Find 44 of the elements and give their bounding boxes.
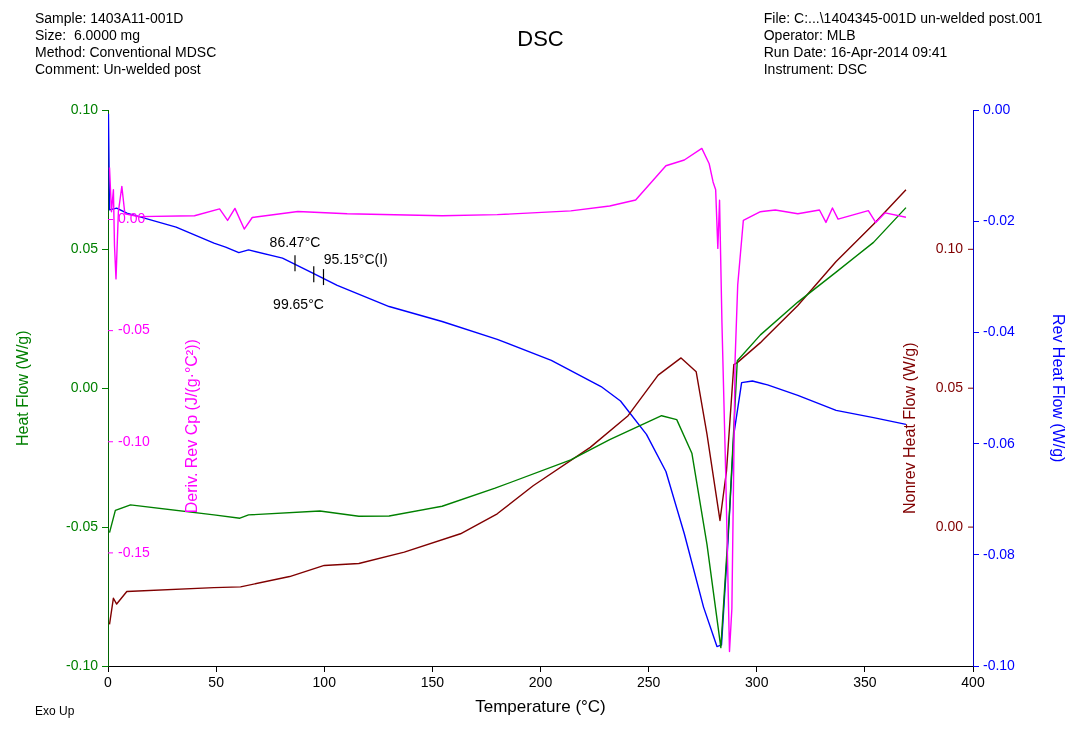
text: Operator: MLB [763,27,857,44]
y3-tick-label: 0.00 [983,101,1011,118]
y-tick-label: -0.05 [118,321,151,338]
text: Size: 6.0000 mg [35,27,142,44]
y3-tick-label: -0.02 [983,212,1016,229]
x-tick-label: 200 [528,674,553,691]
y3-tick-label: -0.06 [983,434,1016,451]
y3-tick-label: -0.10 [983,656,1016,673]
x-axis-title: Temperature (°C) [475,697,606,717]
y-axis-title: Deriv. Rev Cp (J/(g·°C²)) [183,339,201,514]
x-tick-label: 0 [104,674,113,691]
y-tick-label: -0.05 [66,517,99,534]
y2-tick-label: 0.05 [935,379,964,396]
x-tick-label: 400 [961,674,985,691]
y-tick-label: -0.15 [118,543,151,560]
y2-axis-title: Nonrev Heat Flow (W/g) [901,342,919,514]
text: Instrument: DSC [763,61,869,78]
y-tick-label: 0.10 [70,101,99,118]
annotation: 86.47°C [269,234,321,251]
y-tick-label: 0.00 [70,379,99,396]
y2-tick-label: 0.10 [935,240,964,257]
text: Method: Conventional MDSC [35,44,218,61]
text: File: C:...\1404345-001D un-welded post.001 [763,10,1044,27]
text: Comment: Un-welded post [35,61,202,78]
y3-tick-label: -0.08 [983,545,1016,562]
annotation: 99.65°C [273,295,324,312]
chart-title: DSC [517,25,564,52]
y3-axis-title: Rev Heat Flow (W/g) [1049,313,1067,463]
x-tick-label: 300 [745,674,769,691]
y-tick-label: -0.10 [118,432,151,449]
text: Exo Up [35,703,75,720]
x-tick-label: 350 [853,674,877,691]
y3-tick-label: -0.04 [983,323,1016,340]
text: Sample: 1403A11-001D [35,10,185,27]
y-tick-label: -0.10 [66,656,99,673]
x-tick-label: 250 [636,674,661,691]
x-tick-label: 150 [420,674,445,691]
y-tick-label: 0.05 [70,240,99,257]
x-tick-label: 100 [312,674,337,691]
annotation: 95.15°C(I) [323,251,388,268]
text: Run Date: 16-Apr-2014 09:41 [763,44,949,61]
x-tick-label: 50 [208,674,225,691]
y-axis-title: Heat Flow (W/g) [14,330,32,446]
y2-tick-label: 0.00 [935,517,964,534]
